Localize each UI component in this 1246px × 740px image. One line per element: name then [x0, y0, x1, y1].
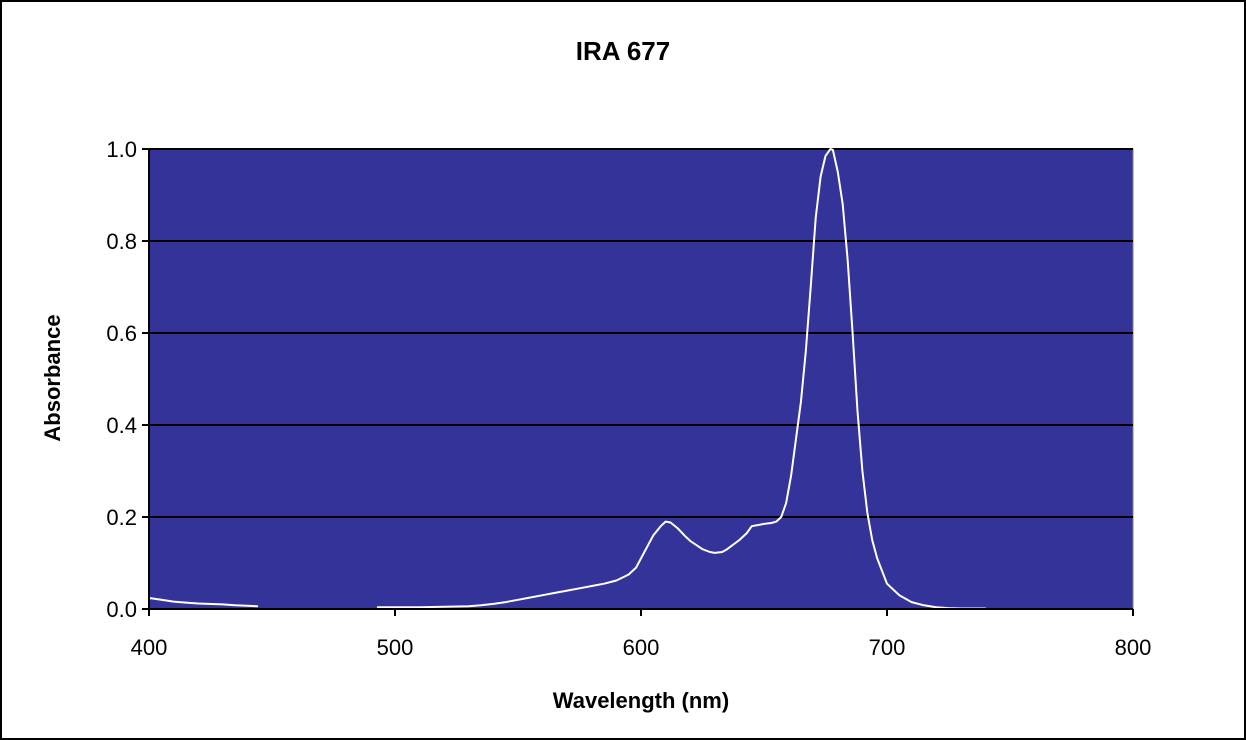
y-tick-label-1.0: 1.0 [106, 137, 137, 162]
gridlines [149, 148, 1133, 518]
y-axis-label: Absorbance [40, 314, 65, 441]
x-tick-label-700: 700 [869, 635, 906, 660]
y-tick-label-0.8: 0.8 [106, 229, 137, 254]
tick-labels: 0.0 0.2 0.4 0.6 0.8 1.0 400 500 600 700 800 [106, 137, 1151, 660]
axes [142, 148, 1134, 616]
y-tick-label-0.6: 0.6 [106, 321, 137, 346]
series-0-segment-0 [148, 597, 259, 608]
chart-title: IRA 677 [576, 36, 670, 66]
y-tick-label-0.0: 0.0 [106, 597, 137, 622]
x-axis-label: Wavelength (nm) [553, 688, 729, 713]
series-lines [148, 148, 987, 610]
series-0-segment-1 [376, 148, 987, 610]
x-tick-label-600: 600 [623, 635, 660, 660]
plot-area [148, 148, 1134, 610]
x-tick-label-500: 500 [377, 635, 414, 660]
x-tick-label-400: 400 [131, 635, 168, 660]
y-tick-label-0.4: 0.4 [106, 413, 137, 438]
x-tick-label-800: 800 [1115, 635, 1152, 660]
y-tick-label-0.2: 0.2 [106, 505, 137, 530]
